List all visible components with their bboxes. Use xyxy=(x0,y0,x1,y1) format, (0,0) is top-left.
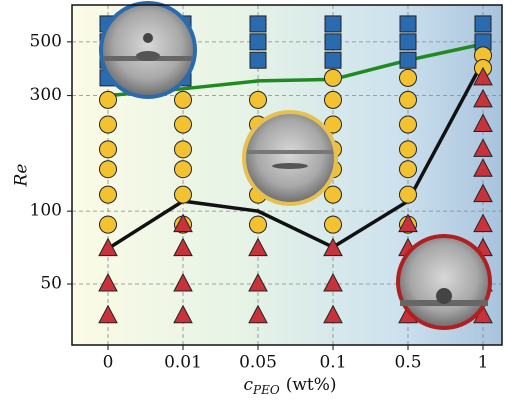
square-marker xyxy=(324,51,342,69)
triangle-marker xyxy=(173,213,193,233)
triangle-marker xyxy=(98,237,118,257)
x-tick-label: 0.1 xyxy=(319,353,346,373)
square-marker xyxy=(324,15,342,33)
triangle-marker xyxy=(473,213,493,233)
x-label-symbol: c xyxy=(243,375,253,395)
triangle-marker xyxy=(473,158,493,177)
triangle-marker xyxy=(473,138,493,157)
triangle-marker xyxy=(248,272,268,292)
x-tick-label: 0 xyxy=(103,353,114,373)
circle-marker xyxy=(324,68,342,87)
circle-marker xyxy=(324,185,342,204)
triangle-marker xyxy=(473,183,493,203)
y-axis-label: Re xyxy=(12,164,32,188)
triangle-marker xyxy=(323,272,343,292)
triangle-marker xyxy=(173,272,193,292)
square-marker xyxy=(324,33,342,51)
x-tick-label: 0.5 xyxy=(394,353,421,373)
inset-photo xyxy=(99,1,197,99)
circle-marker xyxy=(324,215,342,234)
circle-marker xyxy=(324,115,342,134)
x-label-subscript: PEO xyxy=(252,383,280,397)
circle-marker xyxy=(99,215,117,234)
triangle-marker xyxy=(473,66,493,86)
square-marker xyxy=(399,51,417,69)
x-tick-label: 0.05 xyxy=(239,353,277,373)
square-marker xyxy=(474,15,492,33)
x-axis-label: cPEO (wt%) xyxy=(243,375,336,397)
circle-marker xyxy=(399,140,417,159)
circle-marker xyxy=(174,185,192,204)
circle-marker xyxy=(399,68,417,87)
triangle-marker xyxy=(173,304,193,324)
circle-marker xyxy=(174,115,192,134)
circle-marker xyxy=(99,140,117,159)
triangle-marker xyxy=(173,237,193,257)
circle-marker xyxy=(99,185,117,204)
circle-marker xyxy=(174,140,192,159)
triangle-marker xyxy=(98,304,118,324)
triangle-marker xyxy=(398,213,418,233)
triangle-marker xyxy=(323,237,343,257)
square-marker xyxy=(249,51,267,69)
circle-marker xyxy=(174,160,192,179)
inset-photo xyxy=(396,234,492,330)
circle-marker xyxy=(99,115,117,134)
triangle-marker xyxy=(248,237,268,257)
circle-marker xyxy=(399,160,417,179)
x-label-unit: (wt%) xyxy=(286,375,337,395)
square-marker xyxy=(249,15,267,33)
x-tick-label: 1 xyxy=(478,353,489,373)
circle-marker xyxy=(174,90,192,109)
inset-photo xyxy=(242,110,338,206)
circle-marker xyxy=(249,90,267,109)
triangle-marker xyxy=(248,304,268,324)
circle-marker xyxy=(99,160,117,179)
triangle-marker xyxy=(473,113,493,132)
circle-marker xyxy=(399,90,417,109)
circle-marker xyxy=(249,215,267,234)
y-tick-label: 100 xyxy=(30,201,62,221)
square-marker xyxy=(249,33,267,51)
x-tick-label: 0.01 xyxy=(164,353,202,373)
circle-marker xyxy=(399,185,417,204)
triangle-marker xyxy=(473,88,493,108)
circle-marker xyxy=(399,115,417,134)
y-tick-label: 50 xyxy=(40,274,62,294)
y-tick-label: 300 xyxy=(30,85,62,105)
trend-line xyxy=(107,60,485,251)
plot-frame xyxy=(71,4,503,346)
y-tick-label: 500 xyxy=(30,31,62,51)
square-marker xyxy=(399,33,417,51)
triangle-marker xyxy=(98,272,118,292)
triangle-marker xyxy=(323,304,343,324)
square-marker xyxy=(399,15,417,33)
circle-marker xyxy=(99,90,117,109)
circle-marker xyxy=(324,90,342,109)
